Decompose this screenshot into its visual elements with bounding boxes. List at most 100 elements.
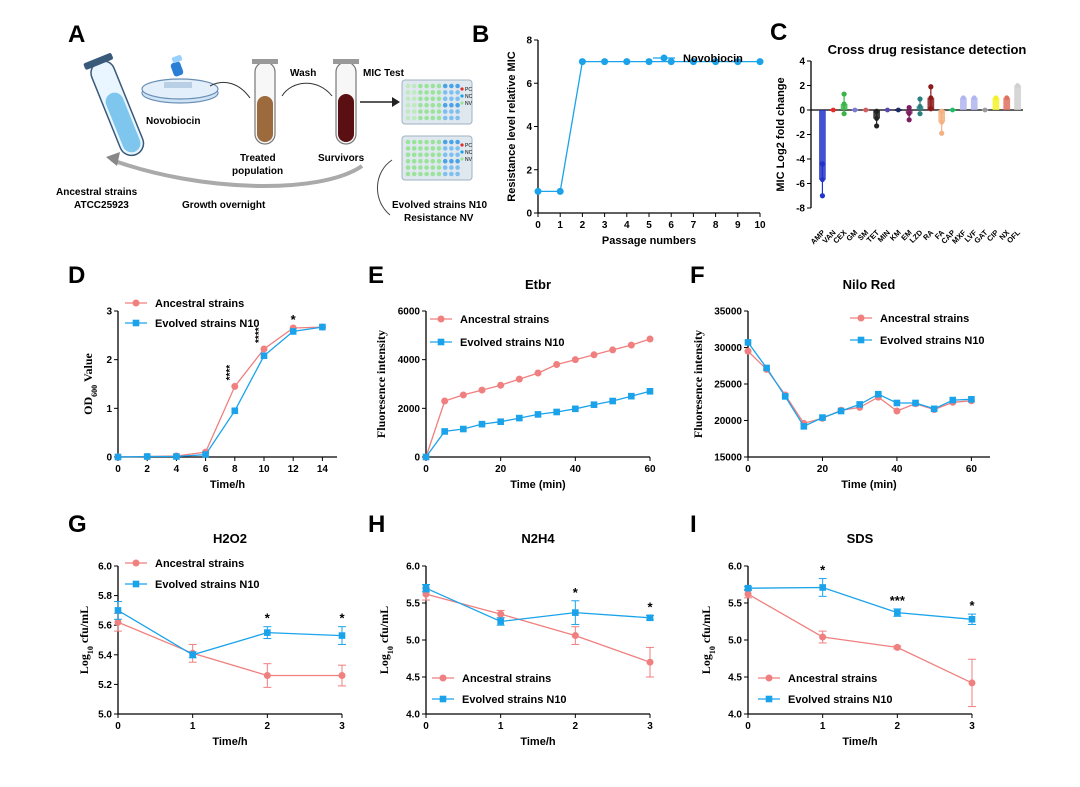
panel-label: G	[68, 511, 87, 538]
treated-tube-icon	[252, 59, 278, 145]
y-tick-label: 1	[106, 404, 112, 415]
data-point	[875, 390, 882, 398]
y-tick-label: 5.6	[98, 621, 112, 632]
novobiocin-label: Novobiocin	[146, 116, 200, 127]
legend-label: Novobiocin	[683, 53, 743, 65]
plate-well	[418, 152, 423, 158]
y-tick-label: 5.4	[98, 650, 112, 661]
x-tick-label: 0	[115, 464, 121, 475]
x-tick-label: 4	[624, 220, 630, 231]
plate-well	[405, 109, 411, 114]
data-point	[260, 352, 268, 360]
plate-well	[436, 139, 442, 145]
y-tick-label: 5.0	[406, 636, 420, 647]
significance-label: *	[647, 600, 653, 615]
x-tick-label: 60	[644, 464, 656, 475]
chart-title: SDS	[847, 531, 874, 546]
significance-label: *	[573, 585, 579, 600]
x-tick-label: 10	[754, 220, 766, 231]
x-tick-label: 3	[969, 721, 975, 732]
x-axis-label: Time (min)	[841, 479, 897, 491]
y-tick-label: 4.0	[728, 710, 742, 721]
plate-well	[424, 152, 429, 158]
plate-well	[455, 102, 460, 108]
plate-legend-dot	[460, 157, 464, 161]
y-tick-label: 35000	[714, 307, 742, 318]
significance-label: ****	[225, 365, 236, 381]
data-point	[289, 328, 297, 335]
panel-label: H	[368, 511, 385, 538]
plate-well	[449, 146, 454, 151]
plate-legend-dot	[460, 87, 464, 91]
data-point	[478, 420, 486, 428]
data-point	[609, 397, 616, 405]
plate-well	[430, 152, 436, 158]
plate-well	[442, 158, 448, 164]
panel-label: F	[690, 262, 705, 289]
arrow-head-icon	[392, 97, 400, 107]
data-point	[319, 323, 326, 331]
plate-well	[411, 90, 417, 95]
significance-label: *	[265, 611, 271, 626]
plate-well	[430, 139, 436, 145]
data-point	[553, 361, 561, 369]
data-point	[689, 58, 697, 66]
x-tick-label: 2	[895, 721, 901, 732]
chart-title: H2O2	[213, 531, 247, 546]
plate-legend-label: NV	[465, 157, 473, 163]
x-tick-label: 1	[557, 220, 563, 231]
plate-well	[436, 115, 442, 121]
y-axis-label: Log10 cfu/mL	[377, 606, 395, 674]
significance-label: ***	[890, 593, 906, 608]
plate-well	[436, 102, 442, 108]
plate-well	[455, 90, 460, 95]
x-tick-label: 0	[423, 721, 429, 732]
chart-title: Nilo Red	[843, 277, 896, 292]
y-axis-label: MIC Log2 fold change	[775, 77, 787, 191]
plate-well	[418, 90, 423, 95]
plate-well	[449, 158, 454, 164]
plate-well	[424, 96, 429, 102]
plate-legend-dot	[460, 143, 464, 147]
x-tick-label: 0	[745, 721, 751, 732]
data-point	[893, 643, 901, 651]
plate-well	[449, 165, 454, 170]
data-point	[781, 393, 789, 400]
legend-marker	[660, 54, 668, 62]
legend-marker	[132, 559, 140, 567]
data-point	[628, 392, 635, 400]
plate-well	[430, 90, 436, 95]
data-point	[601, 58, 609, 66]
data-point	[712, 58, 720, 66]
plate-well	[430, 102, 436, 108]
replicate-point	[819, 161, 826, 167]
legend-marker	[857, 336, 865, 344]
plate-well	[405, 90, 411, 95]
y-tick-label: 5.0	[728, 636, 742, 647]
replicate-point	[841, 91, 847, 97]
data-point	[734, 58, 742, 66]
plate-well	[424, 139, 429, 145]
y-tick-label: 0	[414, 453, 420, 464]
data-point	[556, 187, 564, 195]
series-line	[117, 609, 343, 656]
replicate-point	[939, 130, 945, 136]
plate-well	[405, 171, 411, 177]
plate-well	[436, 171, 442, 177]
plate-well	[411, 165, 417, 170]
y-tick-label: 3	[106, 307, 112, 318]
replicate-point	[939, 119, 945, 125]
panel-label: B	[472, 21, 489, 48]
y-tick-label: 6.0	[98, 562, 112, 573]
data-point	[912, 399, 919, 407]
plate-well	[455, 96, 460, 102]
data-point	[173, 453, 180, 460]
legend-marker	[437, 338, 445, 346]
plate-well	[411, 96, 417, 102]
plate-legend-dot	[460, 101, 464, 105]
data-point	[893, 407, 901, 415]
legend-marker	[439, 695, 447, 703]
data-point	[623, 58, 631, 66]
